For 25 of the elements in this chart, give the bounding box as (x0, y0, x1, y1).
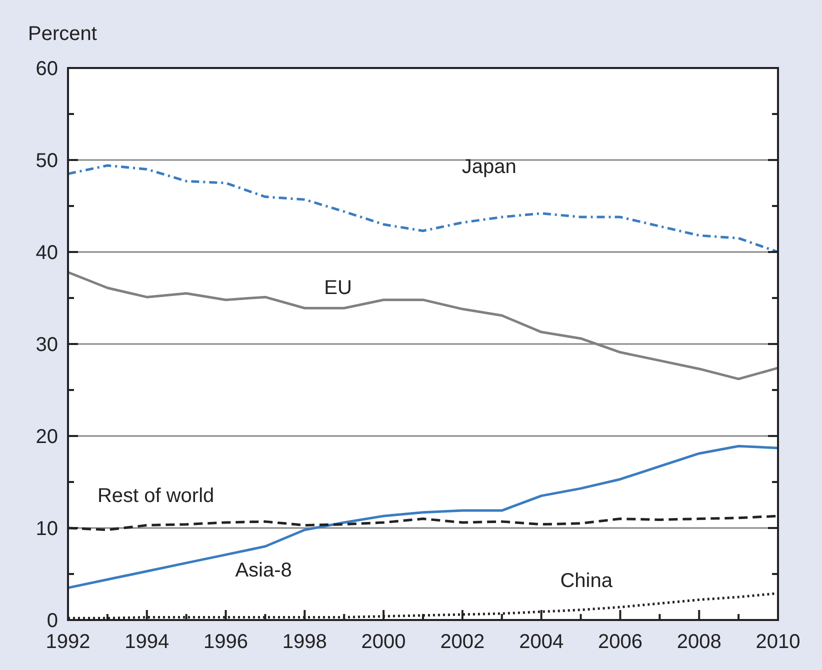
line-series (66, 270, 780, 380)
series-label: Asia-8 (235, 559, 292, 582)
y-tick-label: 40 (36, 242, 58, 264)
series-label: EU (324, 277, 352, 300)
y-tick-label: 50 (36, 150, 58, 172)
series-label: China (560, 570, 614, 592)
x-tick-label: 1992 (46, 631, 90, 653)
y-tick-label: 10 (36, 518, 58, 540)
x-tick-label: 1998 (282, 631, 327, 653)
series-label: Rest of world (97, 484, 214, 507)
x-tick-label: 1996 (204, 631, 248, 653)
x-tick-label: 2006 (598, 631, 642, 653)
line-series (66, 444, 780, 590)
x-tick-label: 2002 (440, 631, 485, 653)
y-tick-label: 60 (36, 58, 58, 80)
y-axis-title: Percent (28, 23, 98, 45)
y-tick-label: 0 (46, 610, 58, 632)
y-tick-label: 30 (36, 334, 58, 356)
y-tick-label: 20 (36, 426, 58, 448)
x-tick-label: 2008 (676, 631, 722, 653)
x-tick-label: 2004 (519, 631, 564, 653)
x-tick-label: 1994 (124, 631, 170, 653)
series-label: Japan (462, 156, 516, 178)
x-tick-label: 2000 (361, 631, 406, 653)
x-tick-label: 2010 (756, 631, 800, 653)
